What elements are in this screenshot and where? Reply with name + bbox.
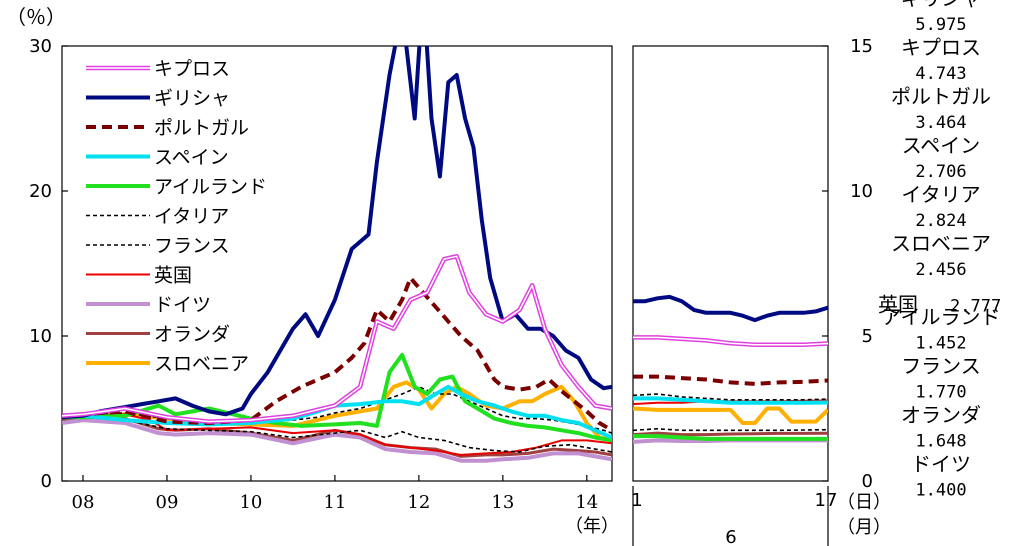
left-x-tick-label-1: 09 xyxy=(156,492,179,513)
right-series-line-4 xyxy=(633,393,828,401)
right-value-label: 5.975 xyxy=(915,15,966,35)
left-series-line-0-inner xyxy=(62,255,612,423)
right-value-label: 4.743 xyxy=(915,64,966,84)
right-name-label: オランダ xyxy=(901,403,981,427)
left-x-tick-label-6: 14 xyxy=(575,492,598,513)
right-name-label: ドイツ xyxy=(911,452,971,476)
right-month-unit-label: （月） xyxy=(837,517,891,538)
right-value-label: 1.770 xyxy=(915,383,966,403)
legend-label-4: アイルランド xyxy=(154,176,267,198)
right-y-tick-label-2: 10 xyxy=(850,181,873,202)
right-value-label: 2.777 xyxy=(950,297,1001,317)
right-y-tick-label-3: 15 xyxy=(850,36,873,57)
right-name-label: フランス xyxy=(901,354,981,378)
right-x-tick-label-1: 17 xyxy=(815,490,838,511)
legend-label-7: 英国 xyxy=(154,265,192,287)
right-name-label: ギリシャ xyxy=(901,0,981,11)
legend-label-10: スロベニア xyxy=(154,353,249,375)
right-series-line-9 xyxy=(633,431,828,437)
right-value-label: 2.456 xyxy=(915,260,966,280)
legend-label-2: ポルトガル xyxy=(154,117,249,139)
left-y-tick-label-1: 10 xyxy=(29,326,52,347)
right-y-tick-label-1: 5 xyxy=(862,326,873,347)
right-plot-frame xyxy=(632,45,829,482)
left-x-tick-label-3: 11 xyxy=(323,492,346,513)
right-name-label: イタリア xyxy=(901,183,980,207)
right-series-line-7 xyxy=(633,434,828,441)
left-x-axis-label: （年） xyxy=(565,516,619,537)
left-y-tick-label-3: 30 xyxy=(29,36,52,57)
right-series-group xyxy=(633,294,828,444)
right-series-line-3 xyxy=(633,396,828,405)
left-series-line-6 xyxy=(62,416,612,453)
left-series-line-4 xyxy=(62,352,612,443)
right-value-label: 2.824 xyxy=(915,211,966,231)
right-name-label: スペイン xyxy=(902,134,981,158)
right-series-line-5 xyxy=(633,406,828,425)
right-x-unit-label: （日） xyxy=(837,492,891,513)
right-name-label: ポルトガル xyxy=(891,85,991,109)
right-x-tick-label-0: 1 xyxy=(631,490,642,511)
right-series-line-0 xyxy=(633,294,828,323)
legend-label-1: ギリシャ xyxy=(154,88,230,110)
legend-label-5: イタリア xyxy=(154,206,229,228)
left-y-tick-label-2: 20 xyxy=(29,181,52,202)
right-name-label: キプロス xyxy=(901,36,981,60)
legend-label-6: フランス xyxy=(154,235,230,257)
left-series-line-1 xyxy=(62,46,612,420)
left-x-tick-label-5: 13 xyxy=(491,492,514,513)
legend-label-0: キプロス xyxy=(154,58,230,80)
right-series-line-2 xyxy=(633,374,828,386)
right-value-label: 1.400 xyxy=(915,481,966,501)
right-value-label: 3.464 xyxy=(915,113,966,133)
right-value-label: 1.648 xyxy=(915,432,966,452)
right-y-tick-label-0: 0 xyxy=(862,471,873,492)
left-y-axis-label: （％） xyxy=(6,5,66,29)
right-value-label: 1.452 xyxy=(915,334,966,354)
right-series-line-1-inner xyxy=(633,336,828,346)
right-name-label: 英国 xyxy=(878,293,918,317)
legend-label-9: オランダ xyxy=(154,324,230,346)
left-series-group xyxy=(62,46,612,463)
right-series-line-8 xyxy=(633,428,828,432)
legend-label-8: ドイツ xyxy=(154,294,211,316)
left-y-tick-label-0: 0 xyxy=(41,471,52,492)
left-x-tick-label-0: 08 xyxy=(72,492,95,513)
legend-label-3: スペイン xyxy=(154,147,229,169)
right-month-label: 6 xyxy=(725,527,736,546)
right-value-label: 2.706 xyxy=(915,162,966,182)
left-x-tick-label-2: 10 xyxy=(239,492,262,513)
left-series-line-8 xyxy=(62,418,612,463)
left-x-tick-label-4: 12 xyxy=(407,492,430,513)
right-name-label: アイルランド xyxy=(882,305,1001,329)
right-name-label: スロベニア xyxy=(891,232,991,256)
